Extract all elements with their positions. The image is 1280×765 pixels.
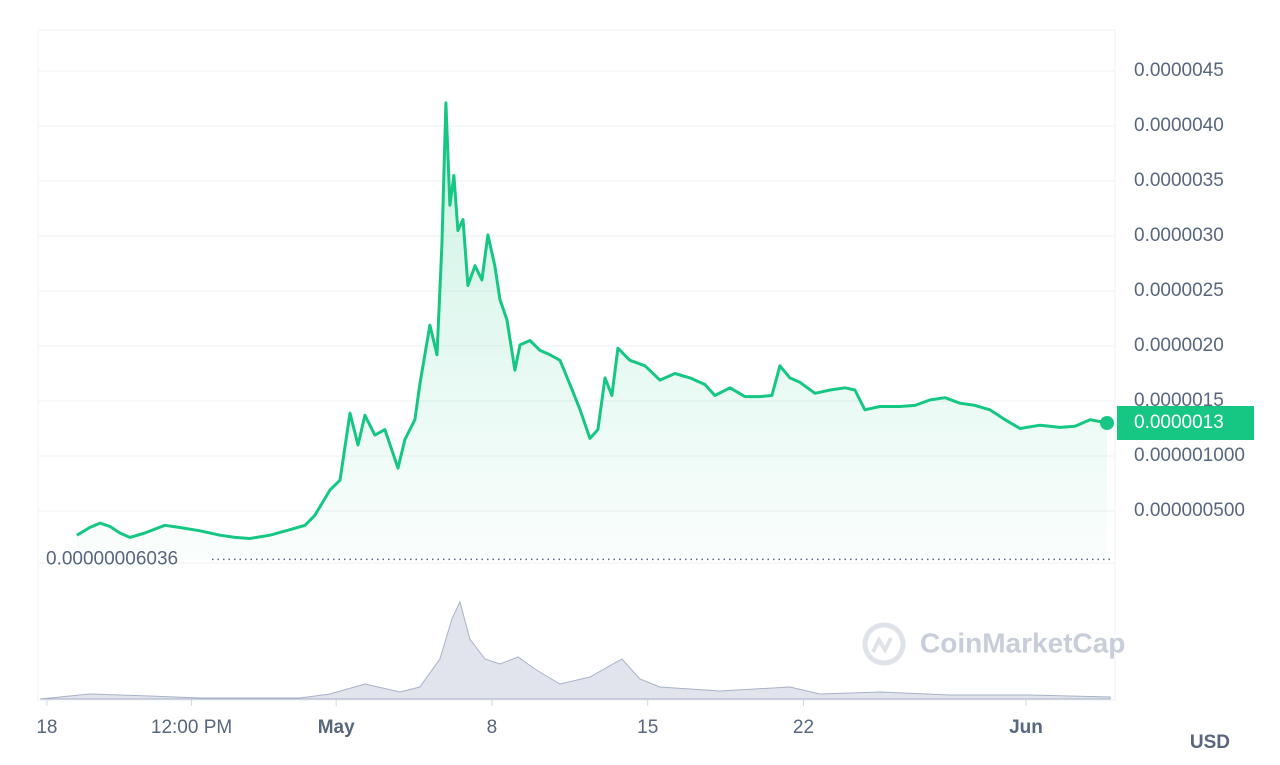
y-tick-label: 0.0000030 — [1134, 225, 1224, 246]
x-tick-label: 12:00 PM — [151, 717, 232, 738]
watermark: CoinMarketCap — [920, 627, 1125, 658]
x-tick-label: 22 — [793, 717, 814, 738]
y-tick-label: 0.0000040 — [1134, 115, 1224, 136]
price-panel — [76, 101, 1114, 561]
y-tick-label: 0.000001000 — [1134, 445, 1245, 466]
currency-label: USD — [1190, 732, 1230, 753]
watermark-logo — [862, 622, 906, 666]
last-price-label: 0.0000013 — [1134, 412, 1224, 433]
axis-labels: 0.0000045 0.0000040 0.0000035 0.0000030 0.00… — [36, 60, 1254, 738]
plot-frame — [37, 29, 1116, 701]
y-tick-label: 0.0000020 — [1134, 335, 1224, 356]
y-tick-label: 0.0000015 — [1134, 390, 1224, 411]
x-tick-label: 18 — [36, 717, 57, 738]
last-price-box — [1117, 406, 1254, 441]
baseline-label: 0.00000006036 — [46, 548, 178, 569]
x-tick-label: 15 — [637, 717, 658, 738]
grid — [38, 70, 1115, 706]
x-tick-label: May — [318, 717, 355, 738]
y-tick-label: 0.000000500 — [1134, 500, 1245, 521]
volume-area — [39, 600, 1111, 700]
last-point — [1099, 416, 1114, 431]
y-tick-label: 0.0000045 — [1134, 60, 1224, 81]
y-tick-label: 0.0000025 — [1134, 280, 1224, 301]
price-area — [76, 102, 1107, 561]
price-line — [76, 101, 1108, 540]
x-tick-label: Jun — [1009, 717, 1043, 738]
x-tick-label: 8 — [487, 717, 498, 738]
y-tick-label: 0.0000035 — [1134, 170, 1224, 191]
volume-panel — [39, 600, 1111, 700]
